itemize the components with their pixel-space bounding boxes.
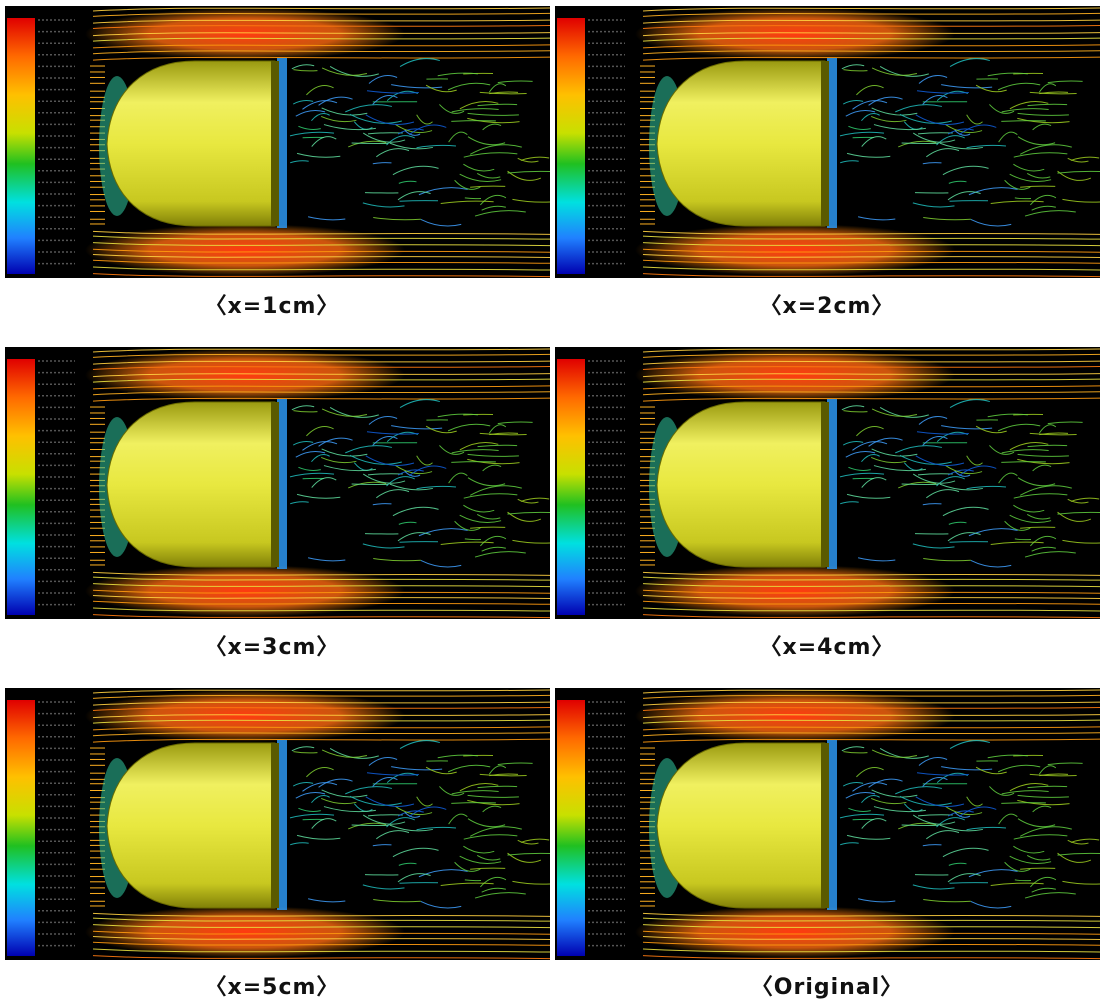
flow-panel xyxy=(555,688,1100,960)
flow-panel xyxy=(5,347,557,619)
caption: 〈x=5cm〉 xyxy=(205,975,340,1000)
panels xyxy=(5,6,1100,960)
figure: 〈x=1cm〉 〈x=2cm〉 〈x=3cm〉 〈x=4cm〉 〈x=5cm〉 … xyxy=(0,0,1100,1003)
caption: 〈x=4cm〉 xyxy=(760,635,895,660)
flow-panel xyxy=(555,347,1100,619)
caption: 〈Original〉 xyxy=(751,975,903,1000)
caption: 〈x=2cm〉 xyxy=(760,294,895,319)
flow-panel xyxy=(5,688,557,960)
page: 〈x=1cm〉 〈x=2cm〉 〈x=3cm〉 〈x=4cm〉 〈x=5cm〉 … xyxy=(0,0,1100,1003)
caption: 〈x=1cm〉 xyxy=(205,294,340,319)
flow-panel xyxy=(555,6,1100,278)
caption: 〈x=3cm〉 xyxy=(205,635,340,660)
flow-panel xyxy=(5,6,557,278)
